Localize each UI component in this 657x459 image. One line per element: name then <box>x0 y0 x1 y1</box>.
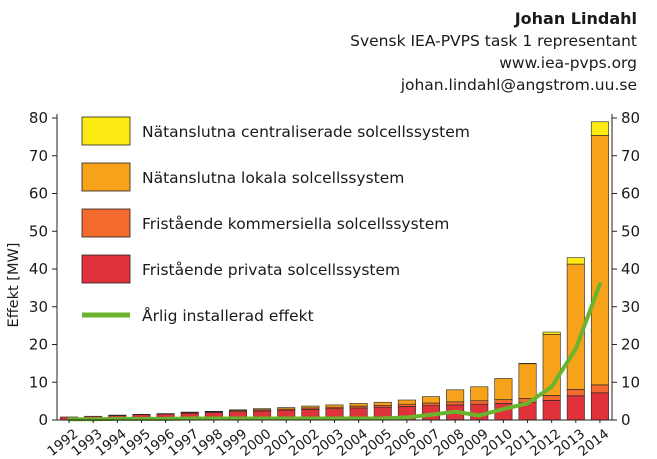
annual-installed-line <box>67 282 602 422</box>
bar-2011-series-3 <box>518 363 537 399</box>
bar-2014-series-1 <box>590 392 609 421</box>
bar-2006-series-3 <box>397 399 416 405</box>
legend-label-line: Årlig installerad effekt <box>142 306 314 325</box>
legend-swatch-1 <box>81 116 131 146</box>
bar-2014-series-2 <box>590 384 609 394</box>
legend-swatch-3 <box>81 208 131 238</box>
y-axis-label: Effekt [MW] <box>6 243 22 328</box>
y-tick-label-right: 30 <box>621 298 640 316</box>
y-tick-label-right: 10 <box>621 373 640 391</box>
bar-2014-series-4 <box>590 121 609 136</box>
y-tick-label-right: 60 <box>621 185 640 203</box>
legend-label-1: Nätanslutna centraliserade solcellssyste… <box>142 123 470 141</box>
bar-2007-series-2 <box>422 402 441 406</box>
bar-2006-series-2 <box>397 403 416 407</box>
y-tick-label-left: 70 <box>29 147 48 165</box>
bar-2010-series-3 <box>494 378 513 400</box>
legend-label-2: Nätanslutna lokala solcellssystem <box>142 169 404 187</box>
bar-2012-series-2 <box>542 395 561 401</box>
bar-2008-series-2 <box>446 401 465 406</box>
bar-1999-series-3 <box>228 409 247 411</box>
bar-2013-series-1 <box>566 395 585 421</box>
bar-2005-series-3 <box>373 401 392 406</box>
y-tick-label-right: 0 <box>621 411 631 429</box>
bar-2007-series-3 <box>422 396 441 404</box>
y-tick-label-left: 0 <box>38 411 48 429</box>
bar-2002-series-3 <box>301 405 320 409</box>
author-role: Svensk IEA-PVPS task 1 representant <box>350 32 637 50</box>
legend-swatch-2 <box>81 162 131 192</box>
line-layer <box>67 282 602 422</box>
bar-2001-series-3 <box>277 407 296 410</box>
bar-2008-series-3 <box>446 389 465 403</box>
y-tick-label-left: 10 <box>29 373 48 391</box>
y-tick-label-left: 30 <box>29 298 48 316</box>
bars-group <box>60 121 609 421</box>
author-header: Johan Lindahl Svensk IEA-PVPS task 1 rep… <box>350 8 637 96</box>
author-name: Johan Lindahl <box>514 9 637 28</box>
bar-2012-series-4 <box>542 331 561 335</box>
bar-2004-series-3 <box>349 403 368 407</box>
y-tick-label-right: 20 <box>621 336 640 354</box>
bar-2014-series-3 <box>590 135 609 386</box>
author-email[interactable]: johan.lindahl@angstrom.uu.se <box>400 76 637 94</box>
legend-swatch-4 <box>81 254 131 284</box>
y-tick-label-left: 50 <box>29 222 48 240</box>
y-tick-label-right: 40 <box>621 260 640 278</box>
bar-2013-series-2 <box>566 389 585 397</box>
bar-2003-series-3 <box>325 404 344 408</box>
y-tick-label-left: 80 <box>29 109 48 127</box>
y-tick-label-right: 70 <box>621 147 640 165</box>
bar-2000-series-3 <box>253 408 272 411</box>
y-tick-label-left: 60 <box>29 185 48 203</box>
bar-2009-series-2 <box>470 400 489 405</box>
bar-2009-series-3 <box>470 386 489 402</box>
bar-2013-series-4 <box>566 257 585 265</box>
legend: Nätanslutna centraliserade solcellssyste… <box>81 116 470 325</box>
bar-2010-series-2 <box>494 399 513 404</box>
y-tick-label-right: 80 <box>621 109 640 127</box>
y-tick-label-left: 40 <box>29 260 48 278</box>
bar-2012-series-1 <box>542 400 561 421</box>
y-tick-label-left: 20 <box>29 336 48 354</box>
legend-label-4: Fristående privata solcellssystem <box>142 261 400 279</box>
y-tick-label-right: 50 <box>621 222 640 240</box>
author-website[interactable]: www.iea-pvps.org <box>499 54 637 72</box>
legend-label-3: Fristående kommersiella solcellssystem <box>142 215 449 233</box>
